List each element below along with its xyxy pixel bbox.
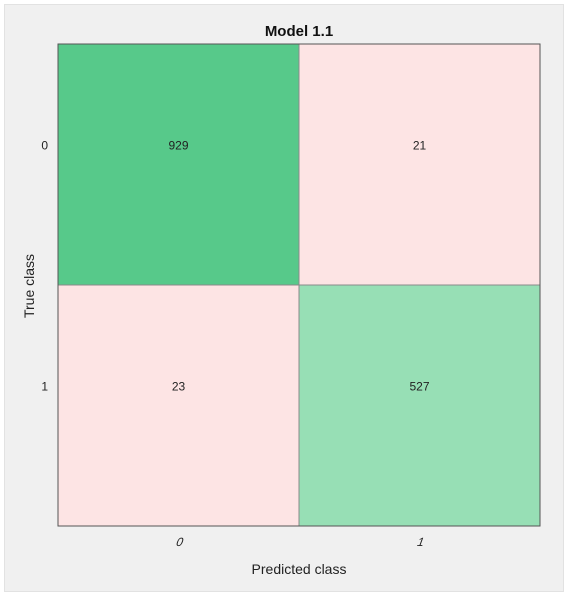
cell-r1-c0 [57,284,300,527]
y-tick-labels: 01 [41,139,48,394]
cell-value-r0-c0: 929 [168,139,188,153]
cell-value-r1-c0: 23 [172,380,186,394]
chart-title: Model 1.1 [265,23,333,40]
matrix-cells: 929 21 23 527 [57,43,541,527]
x-tick-1: 1 [415,535,427,549]
cell-r0-c1 [298,43,541,286]
x-tick-0: 0 [174,535,186,549]
y-tick-0: 0 [41,139,48,153]
cell-r0-c0 [57,43,300,286]
plot-border [57,43,541,527]
x-axis-label: Predicted class [252,561,347,577]
y-tick-1: 1 [41,380,48,394]
cell-r1-c1 [298,284,541,527]
y-axis-label: True class [21,254,37,318]
cell-value-r1-c1: 527 [409,380,429,394]
cell-value-r0-c1: 21 [413,139,427,153]
